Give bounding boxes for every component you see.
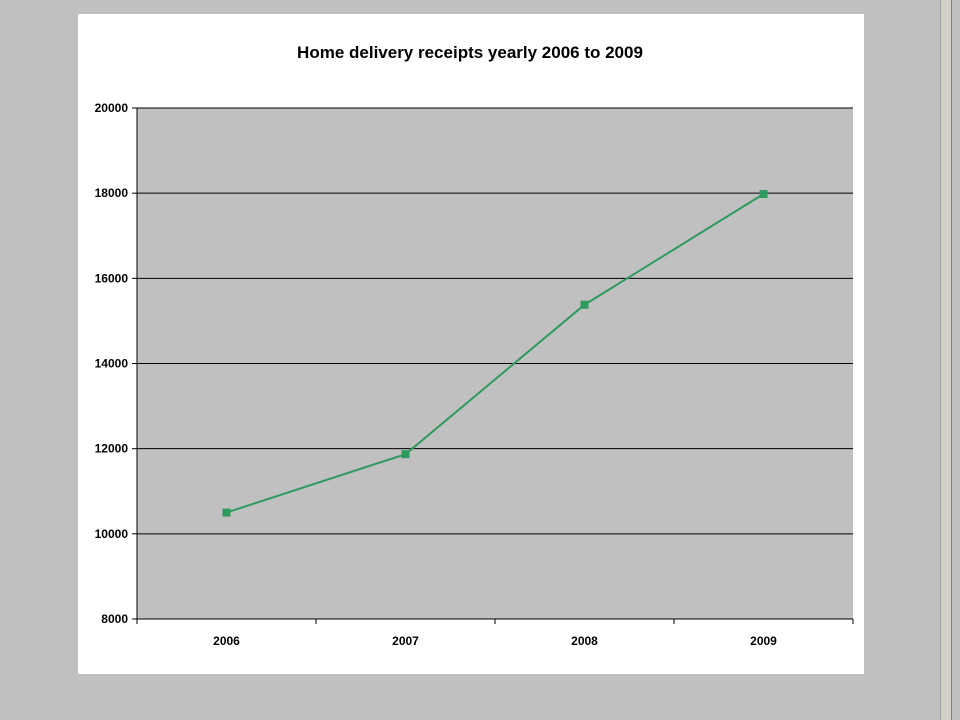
chart-area: Home delivery receipts yearly 2006 to 20…: [78, 14, 864, 674]
data-point: [580, 300, 589, 309]
y-tick-label: 12000: [95, 442, 129, 456]
data-point: [759, 190, 768, 199]
y-axis-ticks: 8000 10000 12000 14000 16000 18000 20000: [95, 101, 137, 626]
x-tick-label: 2006: [213, 634, 240, 648]
y-tick-label: 8000: [101, 612, 128, 626]
scrollbar[interactable]: [940, 0, 952, 720]
y-tick-label: 14000: [95, 357, 129, 371]
series-group: [222, 190, 768, 517]
data-point: [401, 450, 410, 459]
gridlines: [137, 107, 853, 535]
x-tick-label: 2008: [571, 634, 598, 648]
chart-title: Home delivery receipts yearly 2006 to 20…: [297, 43, 643, 62]
data-point: [222, 508, 231, 517]
x-tick-label: 2009: [750, 634, 777, 648]
x-axis-ticks: 2006 2007 2008 2009: [136, 619, 854, 648]
y-tick-label: 10000: [95, 527, 129, 541]
y-tick-label: 16000: [95, 271, 129, 285]
series-line: [226, 193, 765, 514]
line-chart: Home delivery receipts yearly 2006 to 20…: [95, 43, 854, 648]
y-tick-label: 20000: [95, 101, 129, 115]
x-tick-label: 2007: [392, 634, 419, 648]
y-tick-label: 18000: [95, 186, 129, 200]
